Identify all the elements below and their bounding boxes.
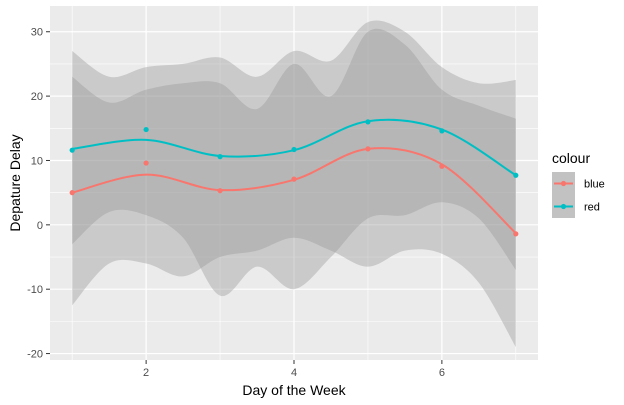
- legend-title: colour: [552, 150, 590, 166]
- data-point-red: [143, 126, 149, 133]
- data-point-red: [217, 154, 223, 160]
- legend-key-point: [560, 203, 567, 210]
- y-tick-label: 20: [31, 91, 43, 103]
- data-point-red: [439, 128, 445, 134]
- x-axis-title: Day of the Week: [242, 382, 346, 398]
- x-tick-label: 6: [439, 367, 445, 379]
- y-tick-label: 0: [37, 220, 43, 232]
- confidence-band-red: [72, 20, 516, 348]
- data-point-blue: [143, 160, 149, 166]
- y-tick-label: 10: [31, 155, 43, 167]
- y-tick-label: -20: [27, 349, 43, 361]
- data-point-red: [513, 172, 519, 178]
- data-point-red: [365, 119, 371, 125]
- grid-lines: [50, 6, 538, 360]
- x-tick-label: 4: [291, 367, 297, 379]
- confidence-band-blue: [72, 28, 516, 297]
- axis-ticks: 2 4 6 -20 -10 0 10 20 30: [27, 27, 445, 379]
- legend-label-red: red: [584, 202, 600, 214]
- legend: colour blue red: [552, 150, 605, 218]
- data-points: [69, 119, 519, 237]
- confidence-bands: [72, 20, 516, 348]
- smooth-line-blue: [71, 147, 517, 234]
- data-point-blue: [439, 163, 445, 169]
- y-axis-title: Depature Delay: [7, 134, 23, 231]
- data-point-blue: [365, 146, 371, 152]
- legend-key-point: [560, 180, 567, 187]
- data-point-blue: [291, 176, 297, 182]
- data-point-blue: [513, 231, 519, 237]
- data-point-red: [291, 146, 297, 153]
- y-tick-label: 30: [31, 27, 43, 39]
- y-tick-label: -10: [27, 284, 43, 296]
- data-point-blue: [217, 188, 223, 194]
- legend-label-blue: blue: [584, 179, 605, 191]
- data-point-blue: [69, 190, 75, 196]
- data-point-red: [69, 147, 75, 153]
- x-tick-label: 2: [143, 367, 149, 379]
